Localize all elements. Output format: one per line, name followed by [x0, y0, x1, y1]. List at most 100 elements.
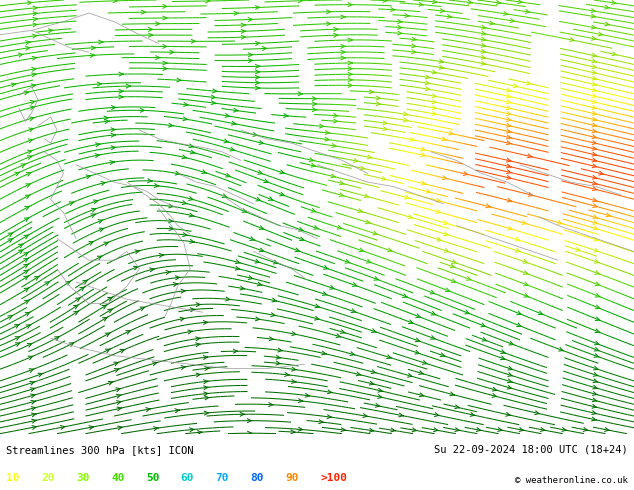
FancyArrowPatch shape: [353, 283, 358, 286]
FancyArrowPatch shape: [517, 323, 522, 327]
FancyArrowPatch shape: [18, 53, 23, 57]
FancyArrowPatch shape: [387, 355, 392, 359]
FancyArrowPatch shape: [25, 195, 30, 198]
FancyArrowPatch shape: [376, 102, 381, 106]
FancyArrowPatch shape: [593, 385, 598, 389]
Text: 60: 60: [181, 473, 194, 483]
FancyArrowPatch shape: [259, 248, 264, 252]
FancyArrowPatch shape: [524, 282, 529, 286]
FancyArrowPatch shape: [526, 81, 531, 85]
FancyArrowPatch shape: [190, 240, 195, 244]
FancyArrowPatch shape: [330, 286, 335, 289]
FancyArrowPatch shape: [348, 3, 353, 6]
FancyArrowPatch shape: [177, 78, 181, 82]
FancyArrowPatch shape: [156, 22, 160, 25]
FancyArrowPatch shape: [150, 268, 155, 272]
FancyArrowPatch shape: [205, 367, 209, 370]
FancyArrowPatch shape: [91, 46, 96, 50]
FancyArrowPatch shape: [182, 155, 187, 159]
FancyArrowPatch shape: [415, 350, 420, 354]
FancyArrowPatch shape: [135, 250, 139, 254]
FancyArrowPatch shape: [467, 277, 472, 280]
Text: 70: 70: [216, 473, 229, 483]
FancyArrowPatch shape: [249, 276, 253, 279]
FancyArrowPatch shape: [180, 317, 185, 321]
FancyArrowPatch shape: [470, 413, 475, 416]
FancyArrowPatch shape: [382, 176, 387, 180]
FancyArrowPatch shape: [595, 294, 600, 297]
FancyArrowPatch shape: [481, 61, 486, 65]
FancyArrowPatch shape: [442, 137, 446, 141]
FancyArrowPatch shape: [592, 187, 597, 191]
FancyArrowPatch shape: [116, 394, 121, 398]
FancyArrowPatch shape: [117, 401, 122, 404]
FancyArrowPatch shape: [83, 280, 88, 284]
FancyArrowPatch shape: [32, 73, 36, 77]
FancyArrowPatch shape: [463, 172, 468, 175]
FancyArrowPatch shape: [399, 413, 403, 417]
FancyArrowPatch shape: [148, 27, 153, 31]
FancyArrowPatch shape: [163, 61, 167, 65]
FancyArrowPatch shape: [425, 87, 430, 91]
FancyArrowPatch shape: [15, 337, 20, 340]
FancyArrowPatch shape: [595, 305, 600, 309]
FancyArrowPatch shape: [250, 237, 255, 241]
FancyArrowPatch shape: [112, 106, 116, 110]
FancyArrowPatch shape: [231, 122, 236, 125]
FancyArrowPatch shape: [256, 42, 260, 46]
FancyArrowPatch shape: [341, 50, 346, 54]
FancyArrowPatch shape: [175, 172, 180, 175]
FancyArrowPatch shape: [66, 281, 71, 285]
FancyArrowPatch shape: [153, 427, 158, 431]
FancyArrowPatch shape: [612, 0, 616, 4]
FancyArrowPatch shape: [24, 91, 29, 95]
FancyArrowPatch shape: [451, 279, 456, 283]
FancyArrowPatch shape: [370, 428, 374, 432]
FancyArrowPatch shape: [374, 276, 379, 280]
FancyArrowPatch shape: [74, 311, 79, 315]
FancyArrowPatch shape: [233, 108, 238, 112]
FancyArrowPatch shape: [507, 100, 511, 104]
FancyArrowPatch shape: [32, 419, 37, 423]
FancyArrowPatch shape: [508, 226, 512, 230]
FancyArrowPatch shape: [163, 67, 167, 71]
FancyArrowPatch shape: [226, 173, 231, 177]
FancyArrowPatch shape: [411, 37, 417, 41]
FancyArrowPatch shape: [486, 204, 491, 208]
FancyArrowPatch shape: [190, 308, 195, 312]
FancyArrowPatch shape: [333, 33, 338, 37]
FancyArrowPatch shape: [481, 49, 486, 53]
FancyArrowPatch shape: [592, 398, 597, 402]
FancyArrowPatch shape: [383, 121, 387, 125]
FancyArrowPatch shape: [592, 181, 597, 185]
FancyArrowPatch shape: [97, 256, 102, 260]
FancyArrowPatch shape: [348, 78, 353, 82]
FancyArrowPatch shape: [500, 356, 505, 360]
FancyArrowPatch shape: [528, 193, 533, 196]
FancyArrowPatch shape: [230, 147, 235, 151]
FancyArrowPatch shape: [74, 305, 79, 309]
FancyArrowPatch shape: [339, 193, 344, 196]
FancyArrowPatch shape: [197, 431, 202, 435]
FancyArrowPatch shape: [492, 387, 497, 391]
FancyArrowPatch shape: [363, 414, 368, 417]
FancyArrowPatch shape: [507, 141, 511, 145]
FancyArrowPatch shape: [183, 233, 188, 237]
FancyArrowPatch shape: [592, 25, 596, 29]
FancyArrowPatch shape: [233, 349, 238, 353]
FancyArrowPatch shape: [176, 276, 180, 280]
FancyArrowPatch shape: [592, 94, 597, 98]
FancyArrowPatch shape: [612, 52, 617, 56]
FancyArrowPatch shape: [146, 408, 151, 412]
FancyArrowPatch shape: [108, 381, 113, 385]
FancyArrowPatch shape: [295, 248, 300, 252]
FancyArrowPatch shape: [163, 16, 167, 20]
FancyArrowPatch shape: [425, 81, 430, 85]
FancyArrowPatch shape: [410, 138, 415, 141]
FancyArrowPatch shape: [319, 420, 323, 424]
FancyArrowPatch shape: [114, 362, 119, 366]
FancyArrowPatch shape: [23, 270, 29, 274]
FancyArrowPatch shape: [33, 23, 37, 27]
FancyArrowPatch shape: [241, 23, 245, 27]
Text: >100: >100: [320, 473, 347, 483]
